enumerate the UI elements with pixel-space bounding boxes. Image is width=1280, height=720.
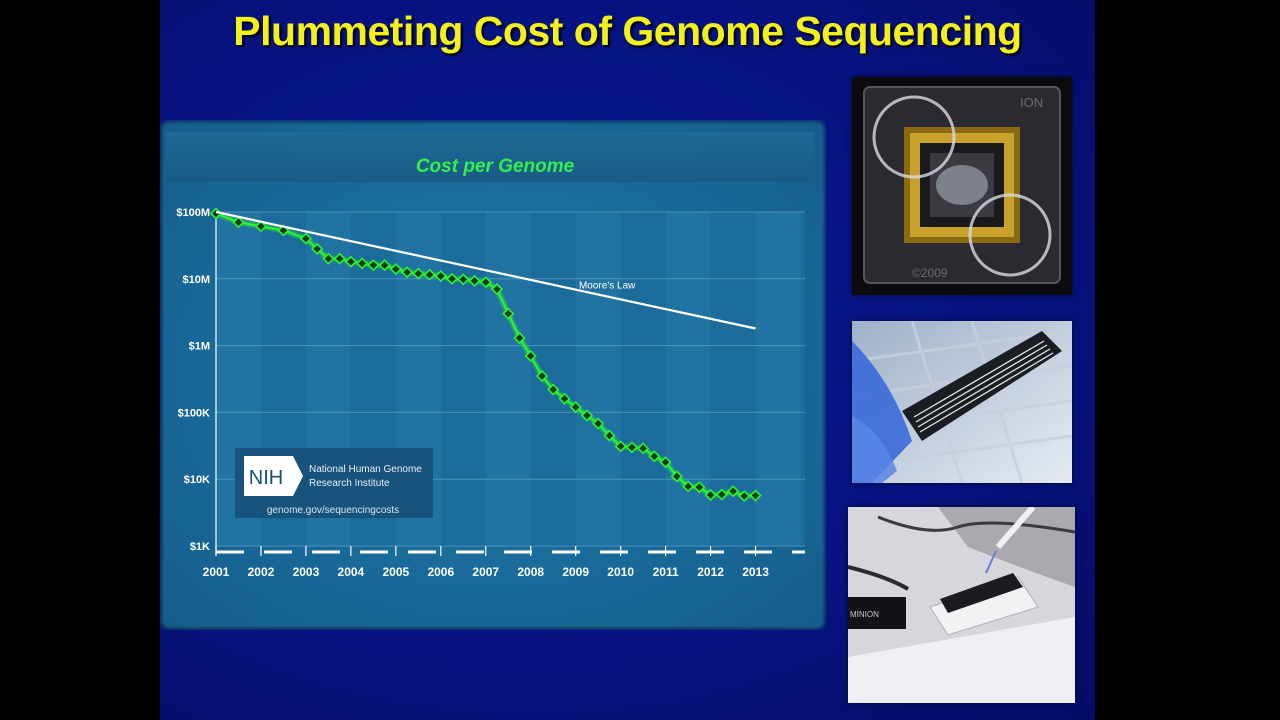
data-point bbox=[727, 485, 740, 498]
year-band bbox=[485, 212, 531, 546]
panel-header bbox=[166, 132, 814, 182]
data-point bbox=[625, 441, 638, 454]
year-band bbox=[665, 212, 711, 546]
data-point bbox=[693, 481, 706, 494]
ion-chip-photo: ION ©2009 bbox=[852, 77, 1072, 295]
data-point bbox=[637, 442, 650, 455]
data-point bbox=[367, 259, 380, 272]
x-tick-label: 2010 bbox=[607, 565, 634, 579]
data-point bbox=[682, 480, 695, 493]
x-tick-label: 2002 bbox=[248, 565, 275, 579]
x-tick-label: 2004 bbox=[338, 565, 365, 579]
nih-institute-line2: Research Institute bbox=[309, 478, 390, 489]
data-point bbox=[400, 266, 414, 279]
y-tick-label: $100K bbox=[178, 407, 210, 419]
data-point bbox=[412, 267, 425, 280]
flow-cell-photo bbox=[852, 321, 1072, 483]
data-point bbox=[558, 392, 571, 405]
source-url: genome.gov/sequencingcosts bbox=[267, 505, 399, 516]
x-tick-label: 2007 bbox=[472, 565, 499, 579]
nih-logo-text: NIH bbox=[249, 467, 283, 489]
data-point bbox=[479, 276, 492, 289]
x-tick-label: 2001 bbox=[203, 565, 230, 579]
data-point bbox=[490, 283, 504, 296]
data-point bbox=[738, 489, 751, 503]
data-point bbox=[389, 262, 402, 276]
slide-title: Plummeting Cost of Genome Sequencing bbox=[233, 8, 1022, 54]
data-point bbox=[423, 268, 436, 281]
x-tick-label: 2009 bbox=[562, 565, 589, 579]
data-point bbox=[535, 369, 549, 383]
data-point bbox=[356, 257, 369, 270]
data-point bbox=[333, 252, 346, 265]
x-tick-label: 2003 bbox=[293, 565, 320, 579]
nih-logo-mark bbox=[244, 456, 303, 496]
chip-label-bottom: ©2009 bbox=[912, 266, 948, 280]
chip-label-top: ION bbox=[1020, 95, 1043, 110]
y-tick-label: $10M bbox=[182, 274, 210, 286]
data-point bbox=[524, 349, 537, 363]
data-point bbox=[311, 242, 324, 255]
data-point bbox=[434, 269, 447, 283]
data-point bbox=[715, 488, 728, 501]
data-point bbox=[670, 470, 683, 483]
chart-title: Cost per Genome bbox=[416, 156, 575, 177]
y-tick-label: $100M bbox=[176, 207, 210, 219]
data-point bbox=[232, 216, 245, 229]
data-point bbox=[592, 417, 605, 430]
slide: Plummeting Cost of Genome Sequencing bbox=[160, 0, 1095, 720]
cost-per-genome-chart: Cost per Genome $100M $10M $1M $100K $10K $1K… bbox=[162, 122, 824, 628]
x-tick-label: 2011 bbox=[653, 565, 679, 579]
x-tick-label: 2013 bbox=[742, 565, 769, 579]
y-tick-label: $10K bbox=[184, 474, 210, 486]
data-point bbox=[659, 456, 672, 469]
data-point bbox=[704, 488, 717, 502]
data-point bbox=[299, 232, 313, 245]
chart-panel: Cost per Genome $100M $10M $1M $100K $10K $1K… bbox=[160, 120, 826, 630]
data-point bbox=[569, 401, 582, 414]
minion-label: MINION bbox=[850, 610, 879, 619]
y-tick-label: $1K bbox=[190, 541, 210, 553]
nih-logo: NIH National Human Genome Research Insti… bbox=[235, 448, 433, 518]
data-point bbox=[580, 409, 594, 422]
data-point bbox=[378, 259, 391, 272]
nih-institute-line1: National Human Genome bbox=[309, 464, 422, 475]
year-band bbox=[575, 212, 621, 546]
data-point bbox=[457, 273, 470, 286]
minion-device-photo: MINION bbox=[848, 507, 1075, 703]
data-point bbox=[603, 429, 616, 442]
data-point bbox=[209, 207, 223, 220]
y-tick-label: $1M bbox=[189, 341, 210, 353]
data-point bbox=[254, 220, 268, 233]
data-point bbox=[322, 252, 335, 265]
data-point bbox=[513, 331, 526, 345]
data-point bbox=[648, 450, 661, 463]
data-point bbox=[344, 255, 357, 268]
data-point bbox=[468, 274, 481, 288]
data-point bbox=[749, 489, 762, 502]
data-point bbox=[445, 272, 459, 285]
x-tick-label: 2008 bbox=[517, 565, 544, 579]
year-band bbox=[755, 212, 801, 546]
data-point bbox=[547, 383, 560, 396]
data-point bbox=[614, 440, 627, 453]
x-tick-label: 2012 bbox=[697, 565, 724, 579]
x-tick-label: 2005 bbox=[382, 565, 409, 579]
data-point bbox=[502, 307, 515, 320]
moores-law-line bbox=[215, 210, 756, 330]
x-tick-label: 2006 bbox=[427, 565, 454, 579]
moores-law-label: Moore's Law bbox=[579, 280, 636, 291]
